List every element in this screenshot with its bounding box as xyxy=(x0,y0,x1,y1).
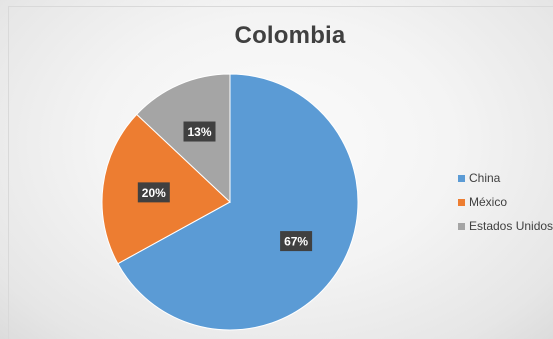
legend-swatch-china xyxy=(458,174,465,182)
pie-slice-estados-unidos xyxy=(135,73,231,204)
data-label-text-china: 67% xyxy=(284,235,308,249)
data-label-box-estados-unidos xyxy=(183,121,216,142)
data-label-box-mexico xyxy=(137,182,170,203)
legend-item-china: China xyxy=(458,166,553,190)
chart-border-top xyxy=(8,6,553,7)
data-label-text-mexico: 20% xyxy=(142,186,166,200)
pie-data-labels: 67% 20% 13% xyxy=(137,121,313,252)
data-label-box-china xyxy=(280,231,313,252)
data-label-text-estados-unidos: 13% xyxy=(187,125,211,139)
legend-swatch-mexico xyxy=(458,198,465,206)
legend-label-estados-unidos: Estados Unidos xyxy=(469,219,553,233)
chart-legend: China México Estados Unidos xyxy=(458,166,553,238)
legend-label-mexico: México xyxy=(469,195,508,209)
chart-title: Colombia xyxy=(234,22,346,49)
data-label-china: 67% xyxy=(280,231,313,252)
legend-swatch-estados-unidos xyxy=(458,222,465,230)
legend-item-estados-unidos: Estados Unidos xyxy=(458,214,553,238)
legend-label-china: China xyxy=(469,171,501,185)
legend-item-mexico: México xyxy=(458,190,553,214)
data-label-mexico: 20% xyxy=(137,182,170,203)
pie-slice-china xyxy=(117,73,359,331)
data-label-estados-unidos: 13% xyxy=(183,121,216,142)
chart-border-left xyxy=(8,6,9,339)
